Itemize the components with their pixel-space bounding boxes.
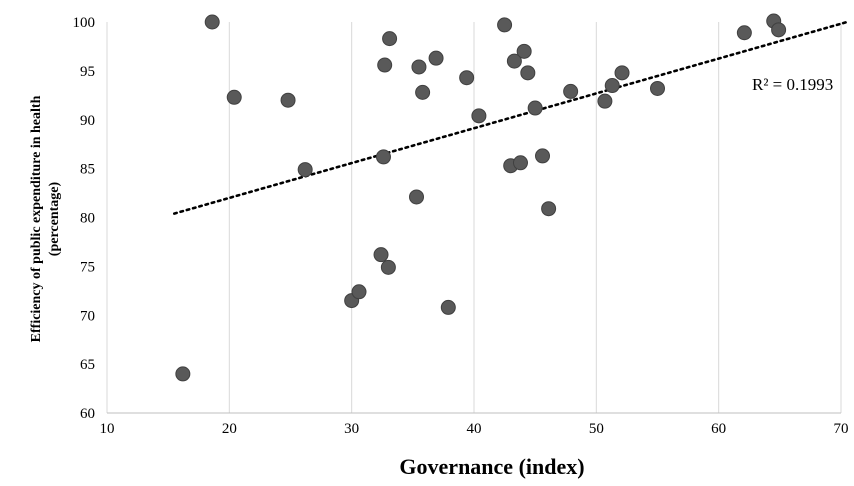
y-tick-label: 85	[80, 162, 95, 178]
data-point	[409, 189, 425, 205]
x-tick-label: 60	[711, 421, 726, 437]
data-point	[280, 92, 296, 108]
y-tick-label: 100	[73, 15, 96, 31]
data-point	[351, 284, 367, 300]
data-point	[175, 366, 191, 382]
data-point	[597, 93, 613, 109]
x-tick-label: 10	[100, 421, 115, 437]
data-point	[373, 247, 389, 263]
data-point	[604, 78, 620, 94]
data-point	[377, 57, 393, 73]
data-point	[380, 259, 396, 275]
data-point	[535, 148, 551, 164]
data-point	[440, 299, 456, 315]
data-point	[614, 65, 630, 81]
data-point	[459, 70, 475, 86]
tick-labels: 10 20 30 40 50 60 70 60 65 70 75 80 85 90 95 100	[73, 15, 849, 437]
data-point	[415, 84, 431, 100]
data-point	[428, 50, 444, 66]
data-point	[471, 108, 487, 124]
x-tick-label: 70	[834, 421, 849, 437]
y-tick-label: 70	[80, 308, 95, 324]
x-axis-title: Governance (index)	[399, 454, 584, 479]
data-point	[375, 149, 391, 165]
data-point	[527, 100, 543, 116]
gridlines	[106, 22, 842, 413]
data-point	[297, 162, 313, 178]
y-tick-label: 65	[80, 357, 95, 373]
data-point	[226, 89, 242, 105]
data-point	[506, 53, 522, 69]
data-point	[650, 80, 665, 96]
data-point	[411, 59, 427, 75]
data-points	[175, 13, 787, 382]
data-point	[520, 65, 536, 81]
y-tick-label: 75	[80, 259, 95, 275]
data-point	[512, 155, 528, 171]
y-tick-label: 90	[80, 113, 95, 129]
x-tick-label: 30	[344, 421, 359, 437]
y-tick-label: 95	[80, 64, 95, 80]
data-point	[563, 83, 579, 99]
data-point	[541, 201, 557, 217]
y-axis-title-line-1: Efficiency of public expenditure in heal…	[29, 95, 44, 342]
x-tick-label: 40	[467, 421, 482, 437]
data-point	[382, 31, 398, 47]
data-point	[497, 17, 513, 33]
x-tick-label: 20	[222, 421, 237, 437]
y-axis-title-line-2: (percentage)	[47, 181, 62, 256]
y-tick-label: 60	[80, 406, 95, 422]
data-point	[771, 22, 787, 38]
x-tick-label: 50	[589, 421, 604, 437]
trendline	[172, 20, 849, 215]
data-point	[204, 14, 220, 30]
r-squared-label: R² = 0.1993	[752, 75, 833, 94]
data-point	[516, 43, 532, 59]
y-tick-label: 80	[80, 211, 95, 227]
data-point	[736, 25, 752, 41]
